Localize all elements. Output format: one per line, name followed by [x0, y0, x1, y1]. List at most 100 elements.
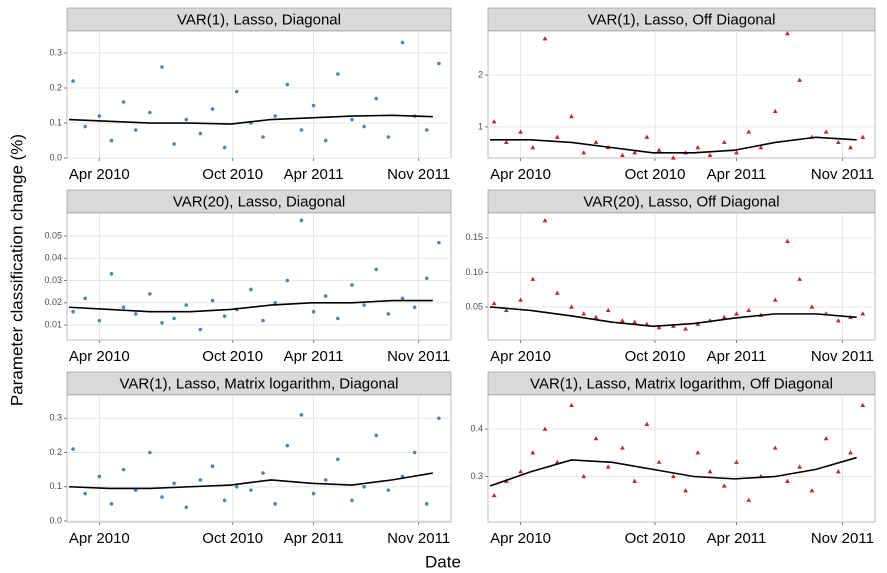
- point: [823, 435, 829, 441]
- point: [121, 100, 126, 104]
- x-tick-label: Nov 2011: [811, 348, 874, 365]
- point: [542, 426, 548, 431]
- point: [797, 77, 803, 82]
- point: [542, 36, 548, 41]
- point: [848, 450, 853, 455]
- point: [273, 300, 277, 305]
- point: [71, 447, 75, 451]
- point: [285, 443, 290, 448]
- point: [184, 117, 189, 122]
- point: [785, 478, 790, 483]
- point: [210, 464, 215, 469]
- point: [249, 488, 253, 492]
- point: [386, 312, 391, 316]
- panel: [487, 394, 876, 523]
- point: [323, 138, 328, 143]
- point: [160, 495, 164, 499]
- point: [707, 152, 713, 158]
- smooth-line: [490, 136, 857, 154]
- point: [797, 464, 803, 469]
- point: [374, 267, 379, 272]
- panel-title: VAR(1), Lasso, Matrix logarithm, Off Dia…: [530, 375, 833, 392]
- point: [581, 473, 587, 479]
- smooth-line: [68, 114, 433, 125]
- point: [632, 478, 638, 483]
- point: [734, 150, 739, 155]
- x-tick-label: Apr 2010: [490, 530, 551, 547]
- point: [848, 145, 853, 150]
- point: [121, 467, 126, 472]
- point: [746, 129, 752, 134]
- point: [249, 287, 253, 292]
- x-tick-label: Nov 2011: [811, 530, 874, 547]
- x-tick-label: Oct 2010: [202, 348, 263, 365]
- y-tick-label: 0.15: [465, 232, 483, 242]
- point: [835, 318, 841, 323]
- point: [695, 145, 701, 150]
- point: [734, 459, 739, 464]
- point: [721, 483, 727, 488]
- panel: [66, 30, 452, 159]
- point: [530, 450, 536, 455]
- point: [424, 502, 429, 506]
- point: [437, 61, 441, 66]
- point: [374, 96, 379, 101]
- point: [350, 117, 354, 122]
- point: [198, 327, 203, 332]
- panel-title: VAR(1), Lasso, Diagonal: [177, 11, 341, 28]
- y-tick-label: 2: [478, 69, 483, 79]
- point: [593, 435, 599, 441]
- point: [554, 459, 560, 464]
- point: [198, 131, 203, 136]
- point: [797, 276, 803, 281]
- point: [785, 238, 790, 243]
- point: [336, 316, 340, 321]
- point: [97, 474, 102, 479]
- point: [198, 478, 203, 482]
- point: [323, 294, 328, 298]
- y-tick-label: 0.4: [470, 423, 483, 433]
- point: [83, 491, 87, 496]
- point: [210, 298, 215, 303]
- point: [97, 114, 102, 118]
- point: [172, 316, 176, 321]
- point: [491, 300, 497, 306]
- point: [683, 326, 688, 331]
- smooth-line: [489, 306, 857, 328]
- smooth-line: [68, 299, 433, 313]
- panel: [487, 212, 876, 341]
- point: [593, 139, 599, 145]
- point: [386, 488, 391, 492]
- point: [362, 484, 366, 489]
- point: [437, 240, 441, 245]
- x-tick-label: Apr 2010: [490, 348, 551, 365]
- point: [400, 296, 405, 301]
- point: [400, 40, 405, 45]
- point: [530, 145, 536, 150]
- point: [336, 457, 340, 462]
- point: [261, 318, 265, 323]
- x-tick-label: Oct 2010: [625, 530, 686, 547]
- point: [670, 323, 676, 328]
- point: [222, 145, 227, 150]
- point: [311, 103, 316, 108]
- smooth-line: [68, 472, 433, 490]
- point: [285, 278, 290, 283]
- point: [222, 498, 227, 503]
- x-tick-label: Oct 2010: [625, 348, 686, 365]
- point: [386, 135, 391, 139]
- point: [261, 135, 265, 139]
- point: [503, 139, 509, 145]
- point: [644, 134, 650, 139]
- point: [772, 108, 778, 113]
- y-tick-label: 0.02: [44, 297, 62, 307]
- point: [109, 272, 114, 276]
- point: [491, 492, 497, 498]
- point: [518, 297, 523, 302]
- point: [746, 307, 752, 313]
- point: [721, 139, 727, 145]
- point: [772, 297, 778, 302]
- point: [121, 305, 126, 310]
- y-tick-label: 0.0: [49, 152, 62, 162]
- point: [336, 72, 340, 76]
